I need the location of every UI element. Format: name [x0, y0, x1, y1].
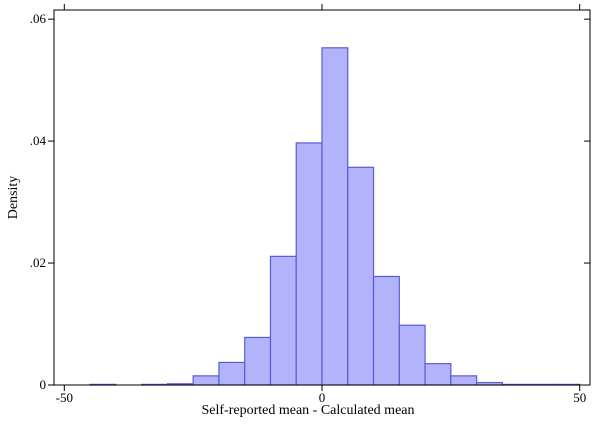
y-tick-label: .06 [30, 11, 47, 26]
x-tick-label: 50 [573, 390, 586, 405]
histogram-bar [295, 142, 323, 386]
histogram-bar [218, 361, 246, 386]
histogram-bar [424, 363, 452, 386]
x-axis-title: Self-reported mean - Calculated mean [201, 403, 414, 418]
y-axis-ticks-left: 0 .02 .04 .06 [30, 11, 54, 392]
x-tick-label: 0 [319, 390, 326, 405]
y-tick-label: .02 [30, 255, 46, 270]
histogram-bar [372, 275, 400, 386]
x-axis-ticks: -50 0 50 [56, 4, 586, 405]
y-tick-label: .04 [30, 133, 47, 148]
y-axis-title: Density [6, 176, 21, 220]
y-axis-ticks-right [584, 18, 590, 386]
histogram-bar [398, 324, 426, 386]
histogram-bar [244, 336, 272, 386]
histogram-bar [192, 375, 220, 386]
histogram-bar [321, 47, 349, 386]
x-tick-label: -50 [56, 390, 73, 405]
y-tick-label: 0 [40, 377, 47, 392]
histogram-bar [269, 255, 297, 386]
histogram-bar [450, 375, 478, 386]
histogram-bars [89, 47, 581, 386]
histogram-bar [347, 166, 375, 386]
